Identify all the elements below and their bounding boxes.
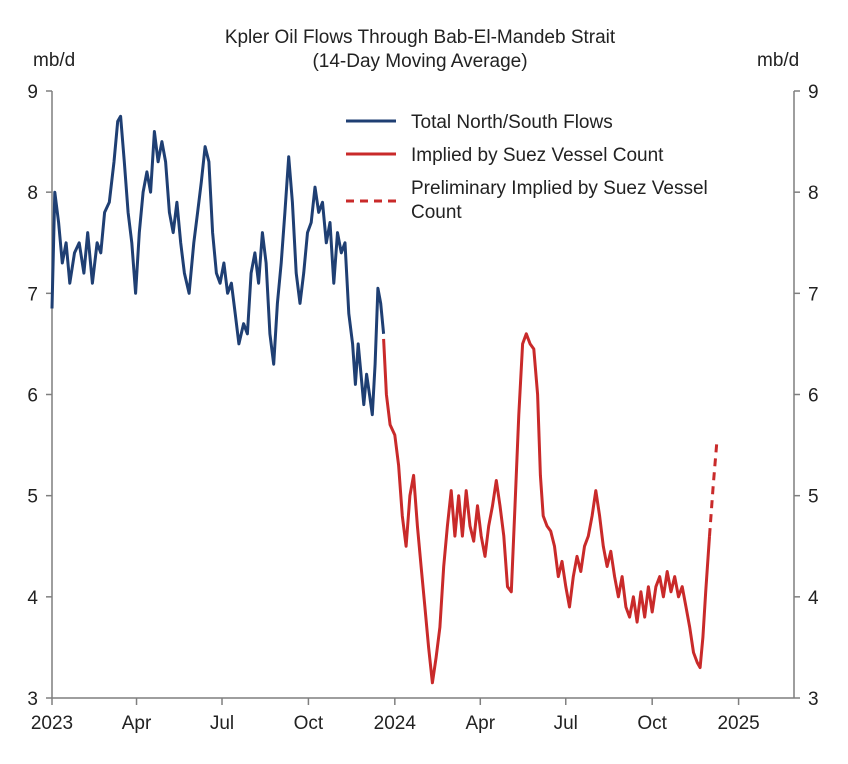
y-tick-label-right: 4 (808, 588, 819, 609)
x-tick-label: 2023 (31, 713, 73, 734)
right-axis-unit: mb/d (757, 50, 799, 71)
legend: Total North/South Flows Implied by Suez V… (346, 112, 708, 223)
y-tick-label-right: 9 (808, 82, 819, 103)
y-tick-label-right: 3 (808, 689, 819, 710)
series-line-3 (708, 439, 719, 537)
y-tick-label-left: 4 (27, 588, 38, 609)
y-tick-label-right: 7 (808, 284, 819, 305)
x-tick-label: Oct (637, 713, 667, 734)
y-tick-label-right: 8 (808, 183, 819, 204)
legend-label-3: Preliminary Implied by Suez Vessel Count (411, 178, 708, 223)
series-line-1 (50, 114, 386, 417)
y-tick-label-right: 6 (808, 386, 819, 407)
y-ticks: 3 3 4 4 5 5 6 6 7 7 8 8 9 9 (27, 82, 819, 710)
series-line-2 (382, 332, 711, 685)
x-tick-label: Jul (554, 713, 578, 734)
series-group (50, 114, 719, 685)
y-tick-label-left: 3 (27, 689, 38, 710)
x-tick-label: Apr (466, 713, 496, 734)
x-tick-label: 2025 (717, 713, 759, 734)
y-tick-label-left: 6 (27, 386, 38, 407)
x-tick-label: 2024 (374, 713, 417, 734)
y-tick-label-left: 9 (27, 82, 38, 103)
legend-label-2: Implied by Suez Vessel Count (411, 145, 664, 166)
y-tick-label-left: 8 (27, 183, 38, 204)
y-tick-label-left: 5 (27, 487, 38, 508)
x-tick-label: Apr (122, 713, 152, 734)
x-tick-label: Jul (210, 713, 234, 734)
left-axis-unit: mb/d (33, 50, 75, 71)
x-tick-label: Oct (294, 713, 324, 734)
legend-label-1: Total North/South Flows (411, 112, 613, 133)
y-tick-label-left: 7 (27, 284, 38, 305)
y-tick-label-right: 5 (808, 487, 819, 508)
x-ticks: 2023 Apr Jul Oct 2024 Apr Jul Oct 2025 (31, 698, 760, 734)
chart-subtitle: (14-Day Moving Average) (312, 51, 527, 72)
chart-title: Kpler Oil Flows Through Bab-El-Mandeb St… (225, 27, 616, 48)
